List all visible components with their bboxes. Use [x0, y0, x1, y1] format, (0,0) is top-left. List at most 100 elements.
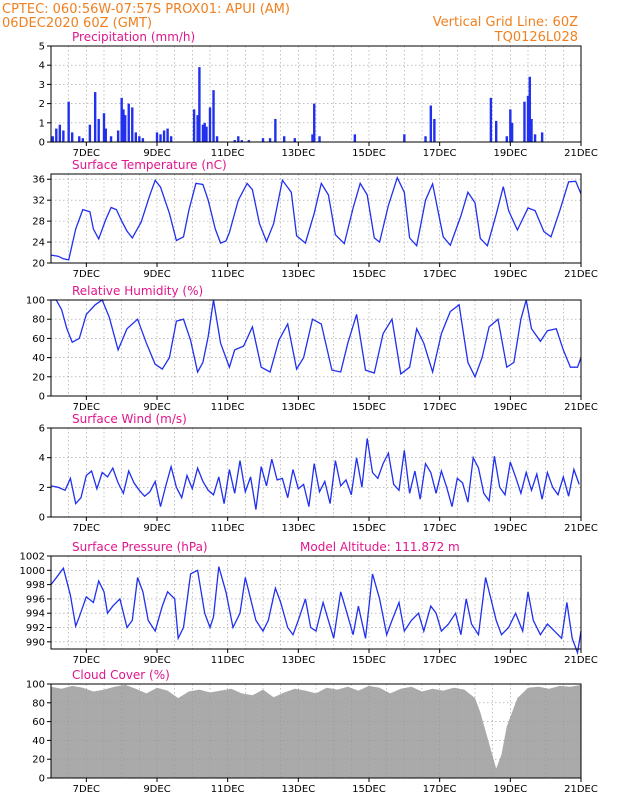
precipitation-bar [403, 134, 406, 142]
precipitation-bar [166, 128, 169, 142]
pressure-ytick-label: 998 [26, 580, 45, 591]
precipitation-bar [509, 109, 512, 142]
precipitation-bar [311, 134, 314, 142]
humidity-xtick-label: 17DEC [423, 402, 457, 413]
temperature-line [50, 175, 582, 261]
temperature-xtick-label: 21DEC [564, 269, 598, 280]
precipitation-bar [198, 67, 201, 142]
precipitation-bar [533, 134, 537, 142]
precipitation-xtick-label: 13DEC [281, 148, 315, 159]
precipitation-ytick-label: 2 [39, 99, 45, 110]
precipitation-bar [127, 103, 130, 142]
pressure-xtick-label: 15DEC [352, 655, 386, 666]
precipitation-bar [208, 107, 212, 142]
precipitation-ytick-label: 4 [39, 61, 45, 72]
humidity-title: Relative Humidity (%) [72, 284, 203, 298]
precipitation-title: Precipitation (mm/h) [72, 30, 195, 44]
precipitation-bar [528, 76, 531, 142]
humidity-ytick-label: 80 [32, 315, 45, 326]
precipitation-ytick-label: 3 [39, 80, 45, 91]
panel-temperature: 20 24 28 32 36 7DEC 9DEC 11DEC 13DEC 15DEC 17DEC 19… [32, 158, 598, 280]
humidity-xtick-label: 9DEC [143, 402, 170, 413]
wind-xtick-label: 15DEC [352, 523, 386, 534]
humidity-xtick-label: 7DEC [73, 402, 100, 413]
precipitation-bar [526, 95, 530, 142]
cloud-cover-ytick-label: 60 [32, 717, 45, 728]
humidity-ytick-label: 40 [32, 353, 45, 364]
precipitation-bar [203, 122, 206, 142]
pressure-xtick-label: 17DEC [423, 655, 457, 666]
precipitation-bar [58, 124, 62, 142]
precipitation-bar [212, 90, 215, 142]
pressure-xtick-label: 11DEC [211, 655, 245, 666]
precipitation-bar [131, 107, 134, 142]
precipitation-bar [124, 115, 127, 142]
precipitation-bar [261, 138, 265, 142]
precipitation-frame [50, 45, 582, 143]
humidity-ytick-label: 0 [39, 392, 45, 403]
precipitation-bar [159, 134, 162, 142]
pressure-xtick-label: 21DEC [564, 655, 598, 666]
temperature-frame [50, 173, 582, 264]
precipitation-bar [268, 138, 272, 142]
precipitation-bar [495, 120, 498, 142]
precipitation-bar [240, 140, 243, 142]
precipitation-bar [81, 138, 84, 142]
precipitation-bar [489, 97, 493, 142]
precipitation-bar [67, 101, 70, 142]
precipitation-bar [97, 118, 100, 142]
precipitation-bar [120, 97, 123, 142]
precipitation-bar [62, 130, 65, 142]
cloud-cover-xtick-label: 11DEC [211, 784, 245, 795]
cloud-cover-ytick-label: 0 [39, 774, 45, 785]
precipitation-bar [215, 136, 219, 142]
cloud-cover-xtick-label: 7DEC [73, 784, 100, 795]
cloud-cover-xtick-label: 15DEC [352, 784, 386, 795]
precipitation-bar [122, 109, 125, 142]
wind-ytick-label: 2 [39, 483, 45, 494]
wind-xtick-label: 7DEC [73, 523, 100, 534]
temperature-xtick-label: 19DEC [493, 269, 527, 280]
precipitation-xtick-label: 19DEC [493, 148, 527, 159]
temperature-ytick-label: 36 [32, 175, 45, 186]
precipitation-xtick-label: 17DEC [423, 148, 457, 159]
precipitation-bar [104, 128, 107, 142]
temperature-title: Surface Temperature (nC) [72, 158, 227, 172]
precipitation-bar [71, 132, 74, 142]
precipitation-ytick-label: 0 [39, 138, 45, 149]
wind-ytick-label: 4 [39, 453, 45, 464]
precipitation-bar [313, 103, 316, 142]
cloud-cover-area [51, 684, 581, 778]
humidity-xtick-label: 11DEC [211, 402, 245, 413]
precipitation-bar [55, 128, 58, 142]
humidity-xtick-label: 13DEC [281, 402, 315, 413]
cloud-cover-xtick-label: 17DEC [423, 784, 457, 795]
cloud-cover-ytick-label: 100 [26, 680, 45, 691]
precipitation-bar [530, 118, 533, 142]
wind-xtick-label: 17DEC [423, 523, 457, 534]
humidity-xtick-label: 15DEC [352, 402, 386, 413]
precipitation-bar [540, 132, 544, 142]
precipitation-bar [510, 122, 514, 142]
panel-humidity: 0 20 40 60 80 100 7DEC 9DEC 11DEC 13DEC 15DEC 17DEC… [26, 284, 598, 413]
humidity-frame [50, 299, 582, 397]
precipitation-bar [318, 136, 321, 142]
temperature-ytick-label: 28 [32, 217, 45, 228]
precipitation-bar [429, 105, 433, 142]
precipitation-bar [138, 136, 141, 142]
cloud-cover-xtick-label: 21DEC [564, 784, 598, 795]
precipitation-bar [192, 109, 196, 142]
cloud-cover-ytick-label: 20 [32, 755, 45, 766]
humidity-ytick-label: 60 [32, 334, 45, 345]
panel-precipitation: 0 1 2 3 4 5 7DEC 9DEC 11DEC 13DEC 15DEC 17DEC 19DEC 2… [39, 30, 598, 159]
precipitation-bar [109, 136, 113, 142]
precipitation-bar [424, 136, 427, 142]
temperature-ytick-label: 24 [32, 238, 45, 249]
precipitation-bar [78, 136, 81, 142]
temperature-ytick-label: 32 [32, 196, 45, 207]
precipitation-bar [102, 113, 106, 142]
pressure-ytick-label: 996 [26, 594, 45, 605]
precipitation-bar [205, 126, 208, 142]
pressure-xtick-label: 9DEC [143, 655, 170, 666]
